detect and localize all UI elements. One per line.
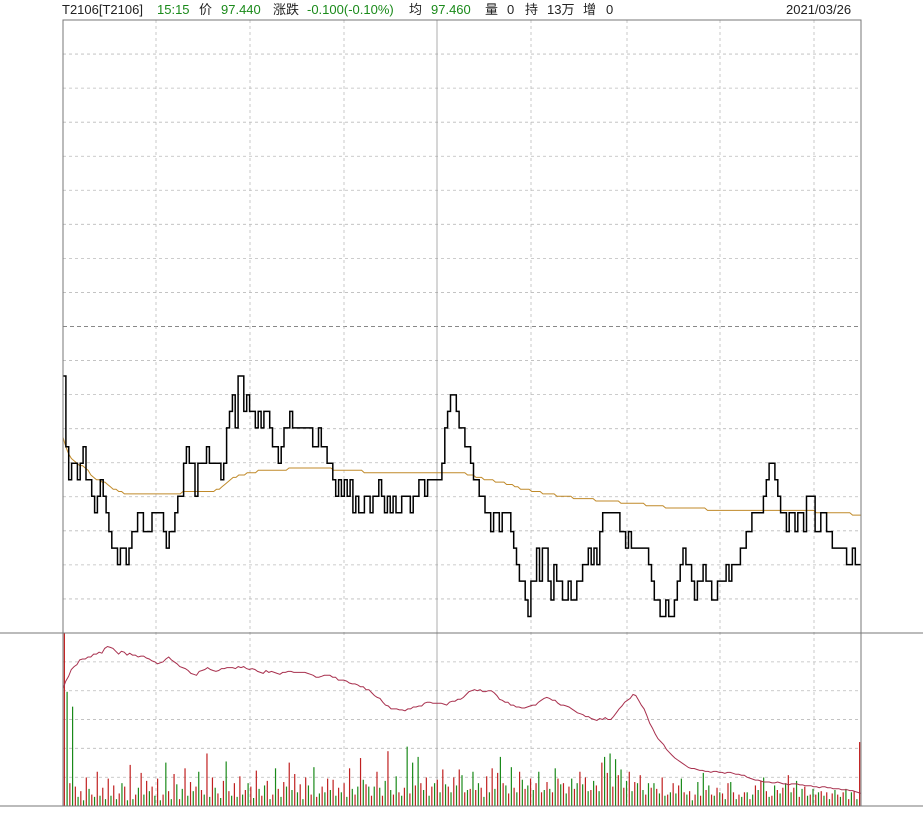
chart-frame — [0, 19, 923, 807]
price-value: 97.440 — [221, 2, 261, 17]
date: 2021/03/26 — [786, 2, 852, 17]
volume-bars — [63, 633, 861, 806]
oi-label: 持 — [525, 2, 539, 17]
grid — [63, 20, 861, 806]
plot-border — [62, 19, 862, 807]
avg-label: 均 — [409, 2, 423, 17]
price-line — [63, 375, 861, 618]
volume-value: 0 — [507, 2, 515, 17]
average-price-line — [62, 437, 861, 516]
oi-value: 13万 — [547, 2, 575, 17]
open-interest-line — [62, 645, 862, 794]
time: 15:15 — [157, 2, 190, 17]
change-label: 涨跌 — [273, 2, 300, 17]
quote-header: T2106[T2106] 15:15 价 97.440 涨跌 -0.100(-0… — [0, 0, 923, 20]
oi-change-label: 增 — [583, 2, 597, 17]
avg-value: 97.460 — [431, 2, 471, 17]
symbol: T2106[T2106] — [62, 2, 143, 17]
volume-label: 量 — [485, 2, 499, 17]
change-value: -0.100(-0.10%) — [307, 2, 394, 17]
price-label: 价 — [199, 2, 213, 17]
series-lines — [62, 375, 862, 794]
oi-change-value: 0 — [606, 2, 614, 17]
